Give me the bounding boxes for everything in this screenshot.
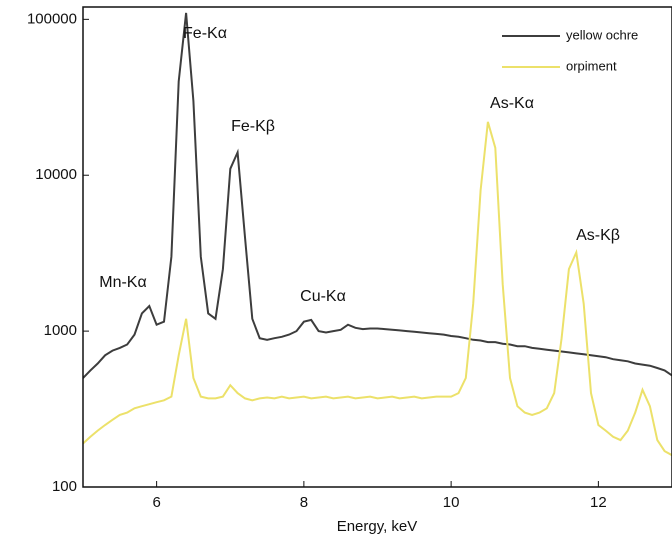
legend-label: yellow ochre [566,27,638,42]
peak-label: As-Kα [490,95,534,112]
y-tick-label: 100000 [27,10,77,27]
x-tick-label: 10 [443,494,460,511]
legend-label: orpiment [566,58,617,73]
x-axis-label: Energy, keV [337,518,418,535]
x-tick-label: 8 [300,494,308,511]
series-line [83,12,672,379]
y-tick-label: 100 [52,478,77,495]
series-line [83,121,672,457]
y-tick-label: 1000 [44,322,77,339]
peak-label: Cu-Kα [300,288,346,305]
peak-label: Fe-Kβ [231,118,275,135]
peak-label: As-Kβ [576,227,620,244]
plot-frame [82,6,672,488]
peak-label: Mn-Kα [99,274,146,291]
x-tick-label: 12 [590,494,607,511]
y-tick-label: 10000 [35,166,77,183]
peak-label: Fe-Kα [183,25,227,42]
x-tick-label: 6 [152,494,160,511]
